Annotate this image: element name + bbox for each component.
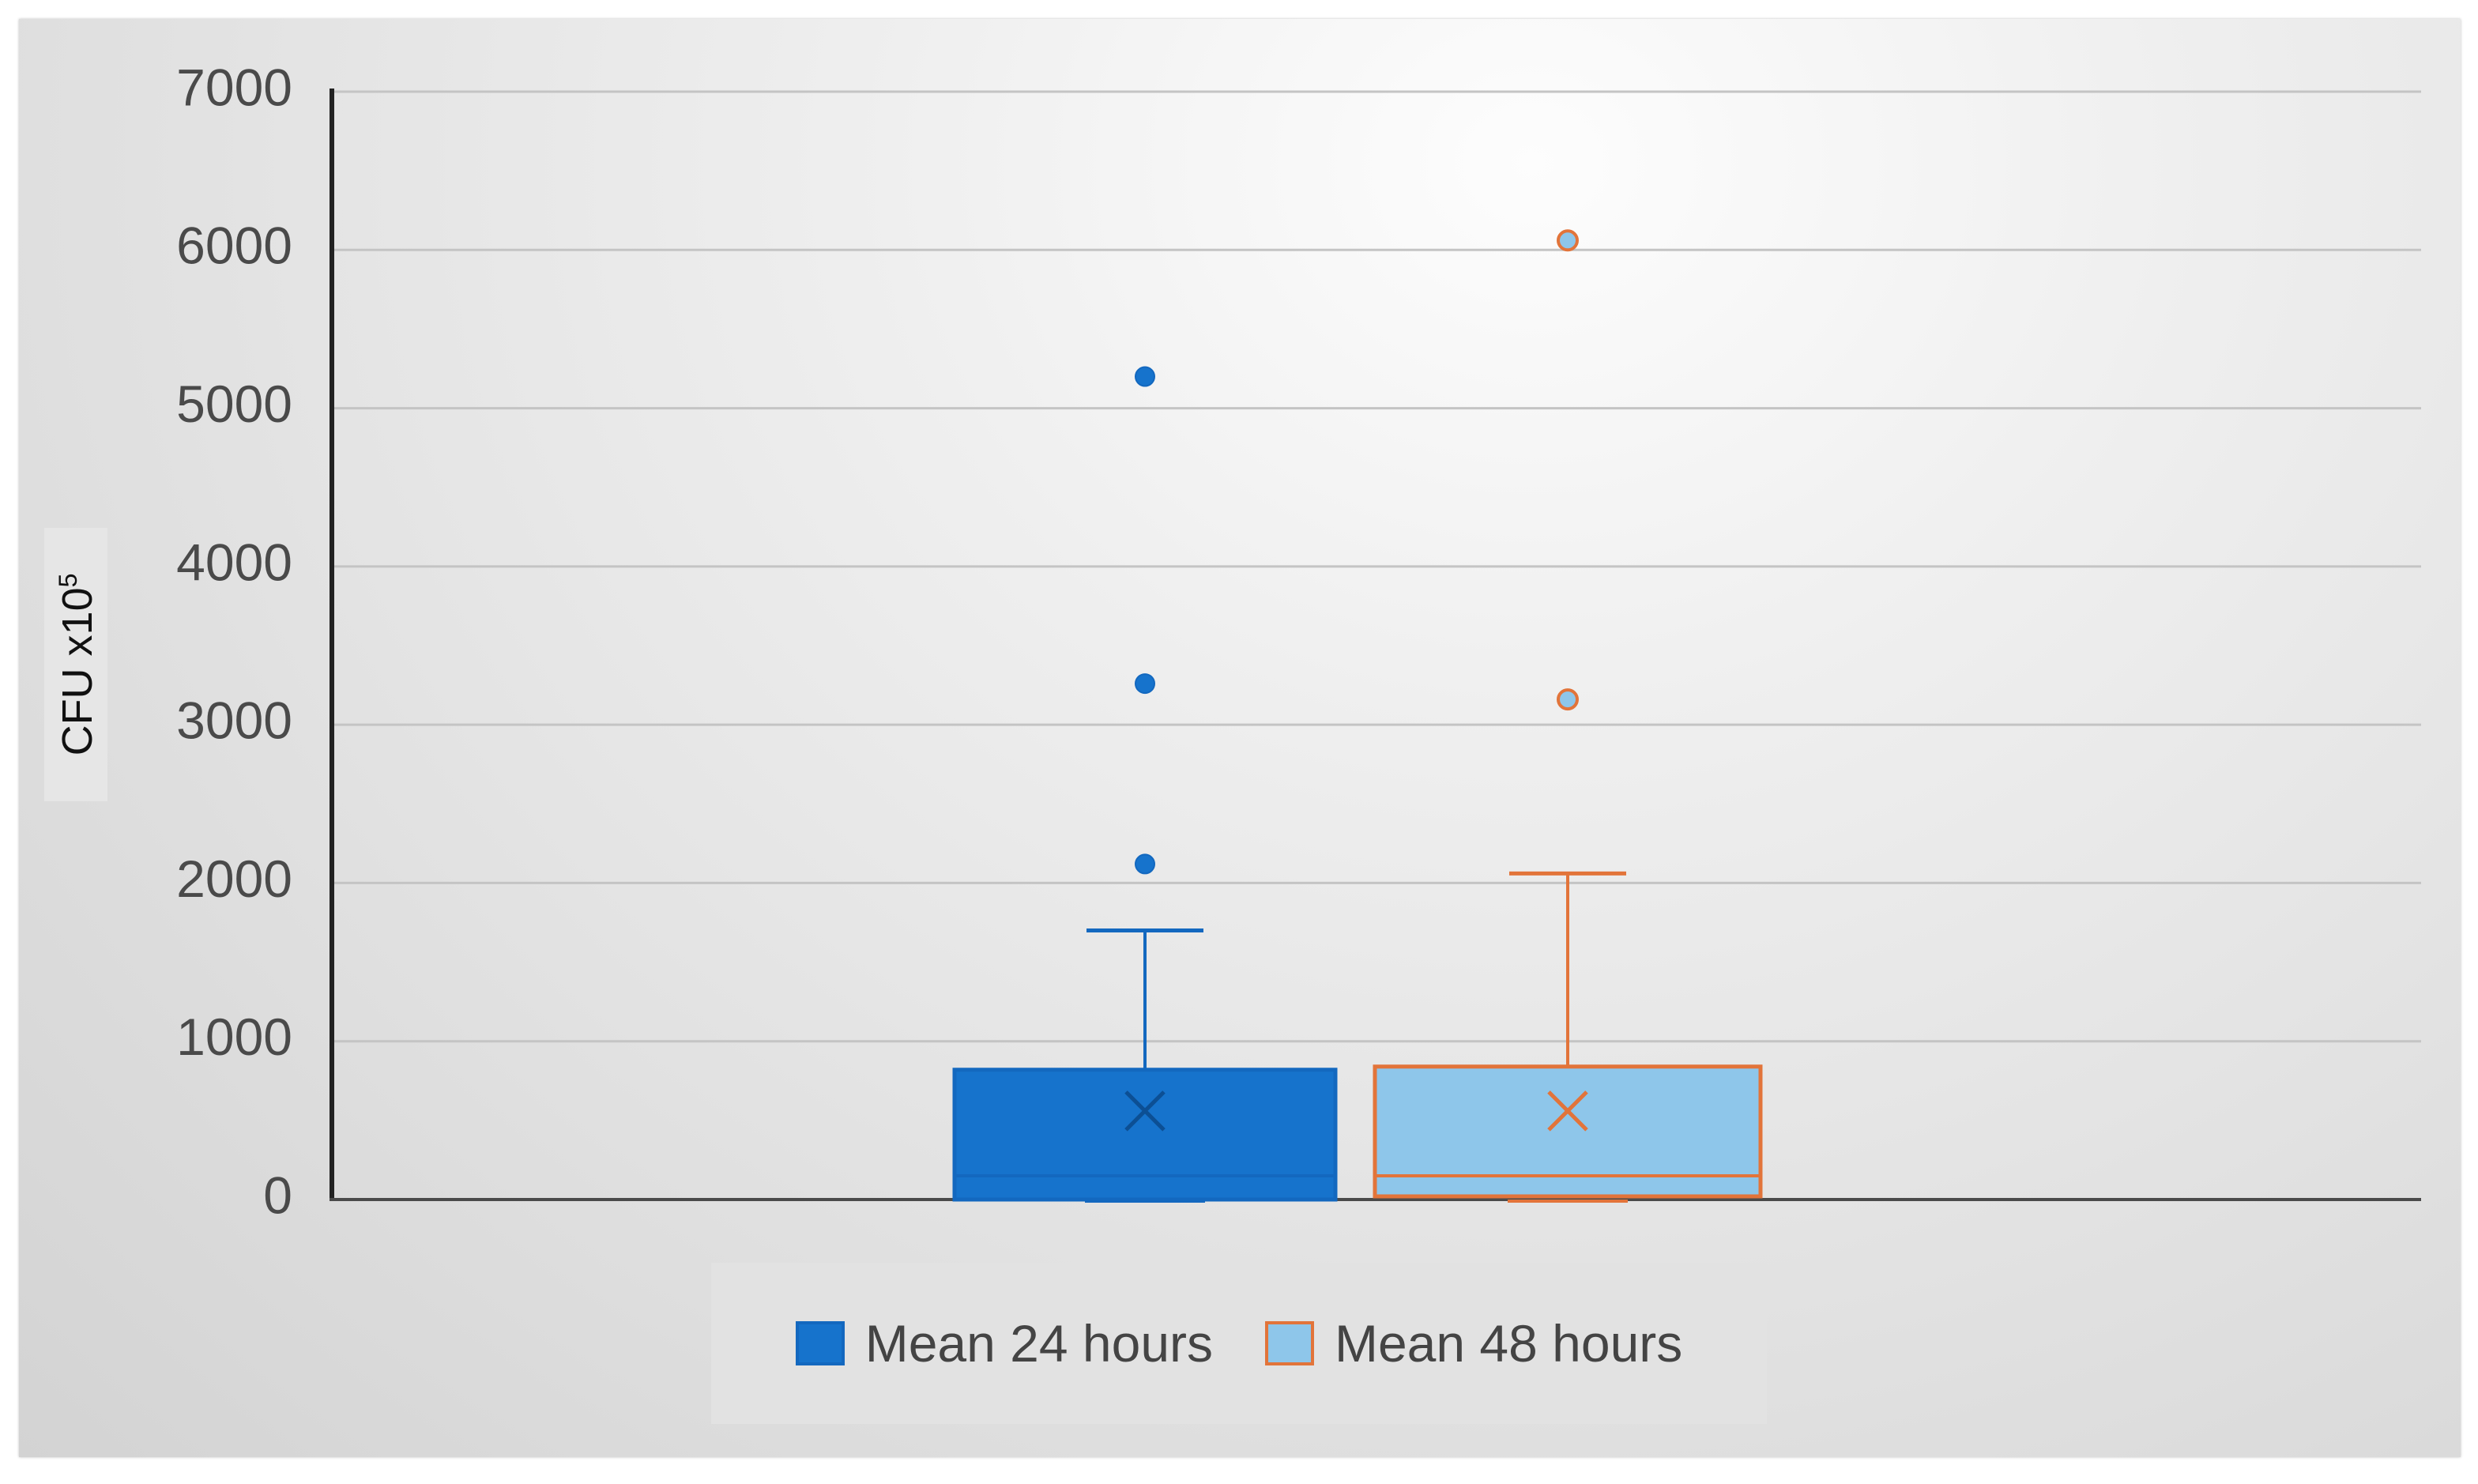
legend-item-24h: Mean 24 hours xyxy=(795,1313,1213,1373)
box-plot: 0 1000 2000 3000 4000 5000 6000 7000 xyxy=(176,58,2421,1224)
legend-label-48h: Mean 48 hours xyxy=(1335,1314,1683,1373)
y-tick-label-6000: 6000 xyxy=(176,217,292,275)
legend-label-24h: Mean 24 hours xyxy=(864,1314,1213,1373)
box-24h xyxy=(952,1068,1338,1202)
y-axis-label: CFU x105 xyxy=(53,574,102,756)
y-tick-label-4000: 4000 xyxy=(176,533,292,591)
y-tick-label-1000: 1000 xyxy=(176,1008,292,1066)
mean-marker-b-24h xyxy=(1124,1090,1166,1132)
legend-item-48h: Mean 48 hours xyxy=(1265,1313,1682,1373)
y-axis-label-text: CFU x10 xyxy=(54,587,101,756)
outlier-24h-2 xyxy=(1135,673,1155,695)
mean-marker-b-48h xyxy=(1547,1090,1588,1132)
outlier-24h-1 xyxy=(1135,853,1155,875)
y-axis-label-exponent: 5 xyxy=(54,573,82,588)
y-axis-label-background xyxy=(44,528,107,801)
y-tick-label-2000: 2000 xyxy=(176,849,292,908)
outlier-24h-3 xyxy=(1135,366,1155,387)
outlier-48h-2 xyxy=(1557,229,1579,252)
y-tick-label-0: 0 xyxy=(263,1166,292,1224)
y-tick-label-7000: 7000 xyxy=(176,58,292,116)
legend-swatch-48h xyxy=(1265,1321,1314,1365)
y-tick-label-3000: 3000 xyxy=(176,691,292,750)
legend-swatch-24h xyxy=(795,1321,845,1365)
legend: Mean 24 hours Mean 48 hours xyxy=(711,1263,1767,1424)
outlier-48h-1 xyxy=(1557,688,1579,711)
chart-area: 0 1000 2000 3000 4000 5000 6000 7000 xyxy=(19,19,2461,1457)
y-tick-label-5000: 5000 xyxy=(176,375,292,433)
